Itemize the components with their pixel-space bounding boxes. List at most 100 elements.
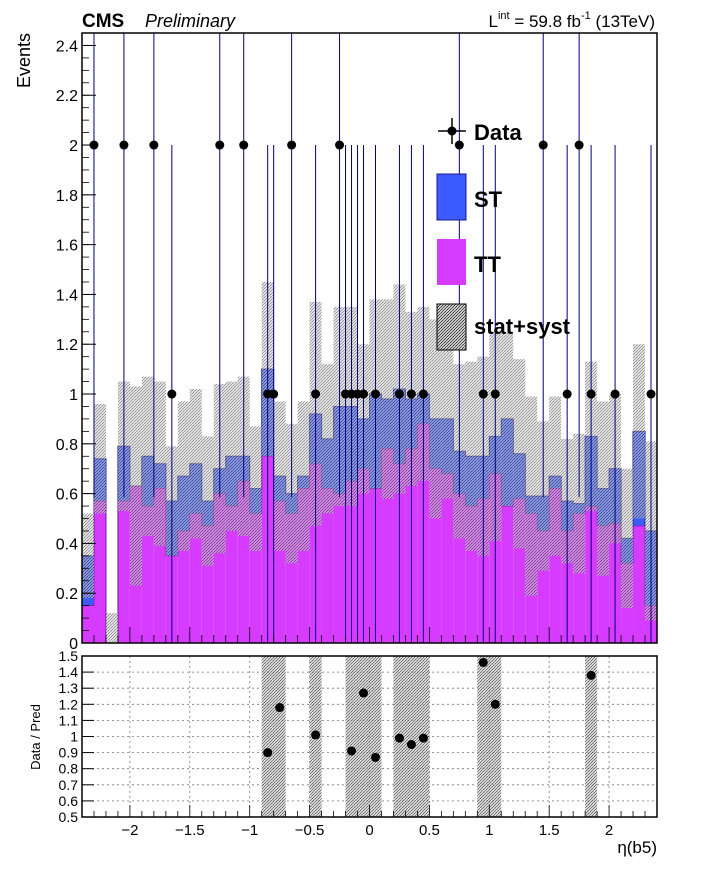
y-tick-label: 2.2 xyxy=(56,88,78,105)
lumi-value: = 59.8 fb xyxy=(510,12,581,31)
band-bin xyxy=(549,396,562,556)
ratio-band xyxy=(477,656,502,817)
legend: Data ST TT stat+syst xyxy=(436,118,571,351)
band-bin xyxy=(153,381,166,546)
data-point xyxy=(149,140,159,150)
tt-bar xyxy=(297,488,310,643)
ratio-x-tick-label: 0.5 xyxy=(419,822,440,839)
ratio-y-tick-label: 1.3 xyxy=(59,680,79,696)
ratio-point xyxy=(490,699,500,709)
tt-bar xyxy=(429,468,442,643)
ratio-y-tick-label: 0.7 xyxy=(59,777,79,793)
tt-bar xyxy=(93,501,106,643)
data-point xyxy=(490,389,500,399)
data-point xyxy=(562,389,572,399)
lumi-energy: (13TeV) xyxy=(591,12,655,31)
lumi-exp: -1 xyxy=(581,10,591,22)
tt-bar xyxy=(441,473,454,643)
band-bin xyxy=(633,344,646,519)
ratio-band xyxy=(345,656,382,817)
ratio-x-tick-label: 1.5 xyxy=(539,822,560,839)
data-point xyxy=(269,389,279,399)
main-plot: 0 0.2 0.4 0.6 0.8 1 1.2 1.4 1.6 1.8 2 2.2 2.4 Events xyxy=(14,32,658,653)
tt-bar xyxy=(82,605,94,643)
y-tick-label: 0 xyxy=(69,636,78,653)
tt-bar xyxy=(333,493,346,643)
tt-bar xyxy=(225,506,238,643)
band-bin xyxy=(297,401,310,551)
data-point xyxy=(406,389,416,399)
y-tick-label: 0.2 xyxy=(56,586,78,603)
ratio-x-tick-label: −0.5 xyxy=(295,822,325,839)
data-point xyxy=(119,140,129,150)
data-point xyxy=(359,389,369,399)
band-bin xyxy=(441,339,454,499)
data-point xyxy=(287,140,297,150)
lumi-prefix: L xyxy=(489,12,498,31)
tt-bar xyxy=(213,493,226,643)
ratio-y-tick-label: 1.2 xyxy=(59,696,79,712)
ratio-point xyxy=(478,657,488,667)
tt-bar xyxy=(321,488,334,643)
ratio-point xyxy=(406,740,416,750)
lumi-sup: int xyxy=(498,10,510,22)
ratio-y-tick-label: 0.8 xyxy=(59,761,79,777)
y-tick-label: 1 xyxy=(69,387,78,404)
ratio-y-tick-label: 1 xyxy=(70,729,78,745)
tt-bar xyxy=(201,525,214,643)
ratio-x-tick-label: −2 xyxy=(121,822,138,839)
tt-bar xyxy=(177,530,190,643)
ratio-y-tick-label: 1.4 xyxy=(59,664,79,680)
band-bin xyxy=(141,376,154,536)
band-bin xyxy=(573,433,586,574)
band-bin xyxy=(465,361,478,551)
ratio-band xyxy=(261,656,286,817)
ratio-x-tick-label: 1 xyxy=(485,822,493,839)
data-point xyxy=(586,389,596,399)
data-point xyxy=(370,389,380,399)
tt-bar xyxy=(141,506,154,643)
data-point xyxy=(538,140,548,150)
band-bin xyxy=(513,359,526,549)
ratio-point xyxy=(418,733,428,743)
legend-label-tt: TT xyxy=(474,252,501,277)
ratio-point xyxy=(394,733,404,743)
y-tick-label: 2.4 xyxy=(56,38,78,55)
ratio-point xyxy=(370,752,380,762)
tt-bar xyxy=(513,498,526,643)
band-bin xyxy=(225,381,238,531)
data-point xyxy=(478,389,488,399)
band-bin xyxy=(597,401,610,576)
tt-bar xyxy=(381,448,394,643)
ratio-y-tick-label: 1.1 xyxy=(59,712,79,728)
legend-label-data: Data xyxy=(474,120,522,145)
y-tick-label: 1.4 xyxy=(56,287,78,304)
y-tick-label: 1.2 xyxy=(56,337,78,354)
tt-bar xyxy=(189,513,202,643)
ratio-x-tick-label: −1 xyxy=(241,822,258,839)
legend-entry-tt: TT xyxy=(437,239,501,285)
ratio-point xyxy=(359,688,369,698)
band-bin xyxy=(273,401,286,551)
band-bin xyxy=(429,319,442,519)
experiment-label: CMS xyxy=(82,11,124,32)
status-label: Preliminary xyxy=(145,11,236,31)
ratio-point xyxy=(263,748,273,758)
data-point xyxy=(335,140,345,150)
band-bin xyxy=(189,389,202,539)
band-bin xyxy=(321,364,334,514)
band-bin xyxy=(201,436,214,566)
data-point xyxy=(311,389,321,399)
ratio-point xyxy=(586,670,596,680)
ratio-y-tick-label: 0.5 xyxy=(59,809,79,825)
data-point xyxy=(646,389,656,399)
lumi-label: Lint = 59.8 fb-1 (13TeV) xyxy=(489,10,656,31)
data-point xyxy=(418,389,428,399)
y-tick-label: 2 xyxy=(69,138,78,155)
legend-entry-data: Data xyxy=(438,118,522,145)
band-bin xyxy=(621,468,634,609)
ratio-plot: 0.50.60.70.80.911.11.21.31.41.5 −2 −1.5 −1… xyxy=(28,648,658,857)
band-bin xyxy=(177,401,190,551)
ratio-y-tick-label: 0.9 xyxy=(59,745,79,761)
tt-bar xyxy=(633,525,646,643)
